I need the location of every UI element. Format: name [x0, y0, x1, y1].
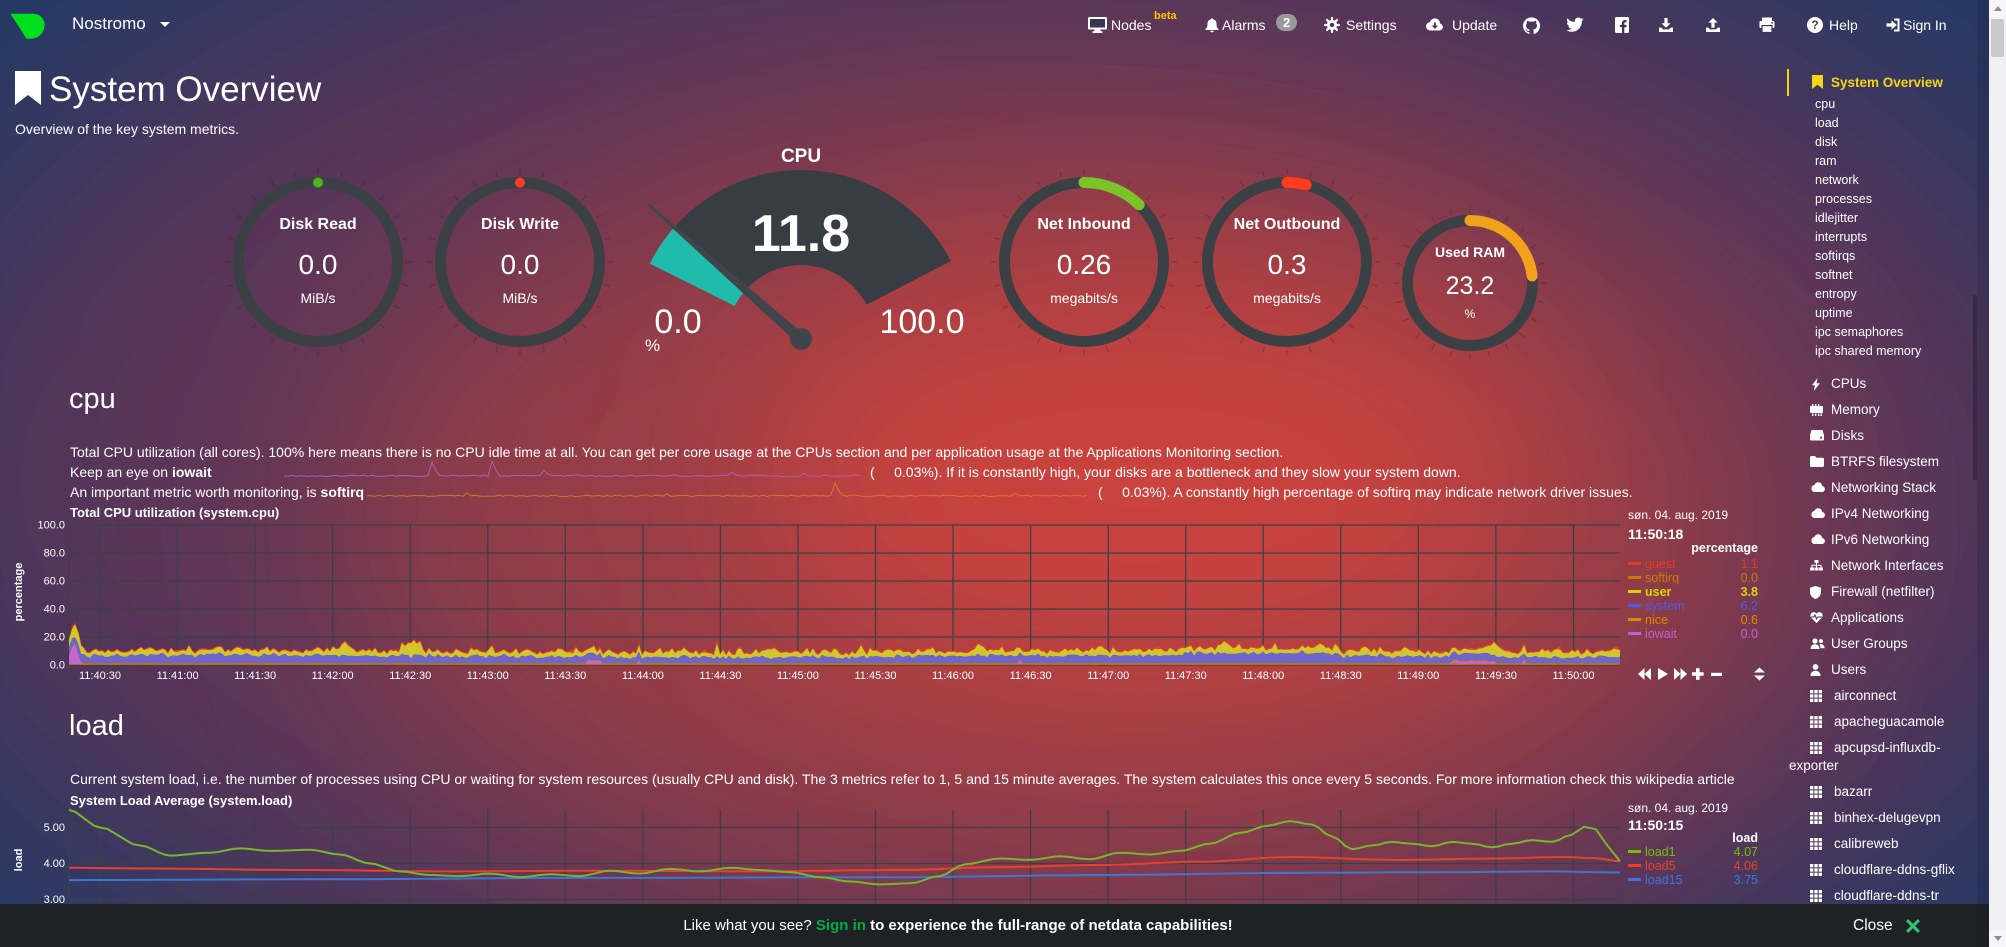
svg-text:80.0: 80.0: [44, 548, 65, 560]
svg-text:11:45:00: 11:45:00: [777, 670, 819, 682]
svg-text:11:43:30: 11:43:30: [544, 670, 586, 682]
svg-text:100.0: 100.0: [37, 520, 65, 532]
svg-text:11:40:30: 11:40:30: [79, 670, 121, 682]
svg-text:5.00: 5.00: [44, 822, 65, 834]
svg-text:20.0: 20.0: [44, 632, 65, 644]
svg-text:11:45:30: 11:45:30: [854, 670, 896, 682]
svg-text:3.00: 3.00: [44, 894, 65, 906]
svg-text:11:49:00: 11:49:00: [1397, 670, 1439, 682]
svg-text:11:44:30: 11:44:30: [699, 670, 741, 682]
svg-text:11:44:00: 11:44:00: [622, 670, 664, 682]
svg-text:?: ?: [1811, 20, 1818, 32]
svg-text:0.0: 0.0: [50, 660, 65, 672]
svg-text:60.0: 60.0: [44, 576, 65, 588]
svg-text:load: load: [13, 849, 25, 872]
svg-text:11:47:00: 11:47:00: [1087, 670, 1129, 682]
svg-text:11:43:00: 11:43:00: [467, 670, 509, 682]
svg-text:percentage: percentage: [13, 563, 25, 622]
svg-text:11:42:30: 11:42:30: [389, 670, 431, 682]
svg-text:40.0: 40.0: [44, 604, 65, 616]
svg-text:11:46:30: 11:46:30: [1010, 670, 1052, 682]
svg-text:11:48:00: 11:48:00: [1242, 670, 1284, 682]
svg-text:4.00: 4.00: [44, 858, 65, 870]
svg-text:11:41:30: 11:41:30: [234, 670, 276, 682]
svg-text:11:49:30: 11:49:30: [1475, 670, 1517, 682]
svg-text:11:42:00: 11:42:00: [312, 670, 354, 682]
svg-text:11:48:30: 11:48:30: [1320, 670, 1362, 682]
svg-text:11:46:00: 11:46:00: [932, 670, 974, 682]
svg-text:11:41:00: 11:41:00: [157, 670, 199, 682]
svg-text:11:50:00: 11:50:00: [1552, 670, 1594, 682]
svg-text:11:47:30: 11:47:30: [1165, 670, 1207, 682]
